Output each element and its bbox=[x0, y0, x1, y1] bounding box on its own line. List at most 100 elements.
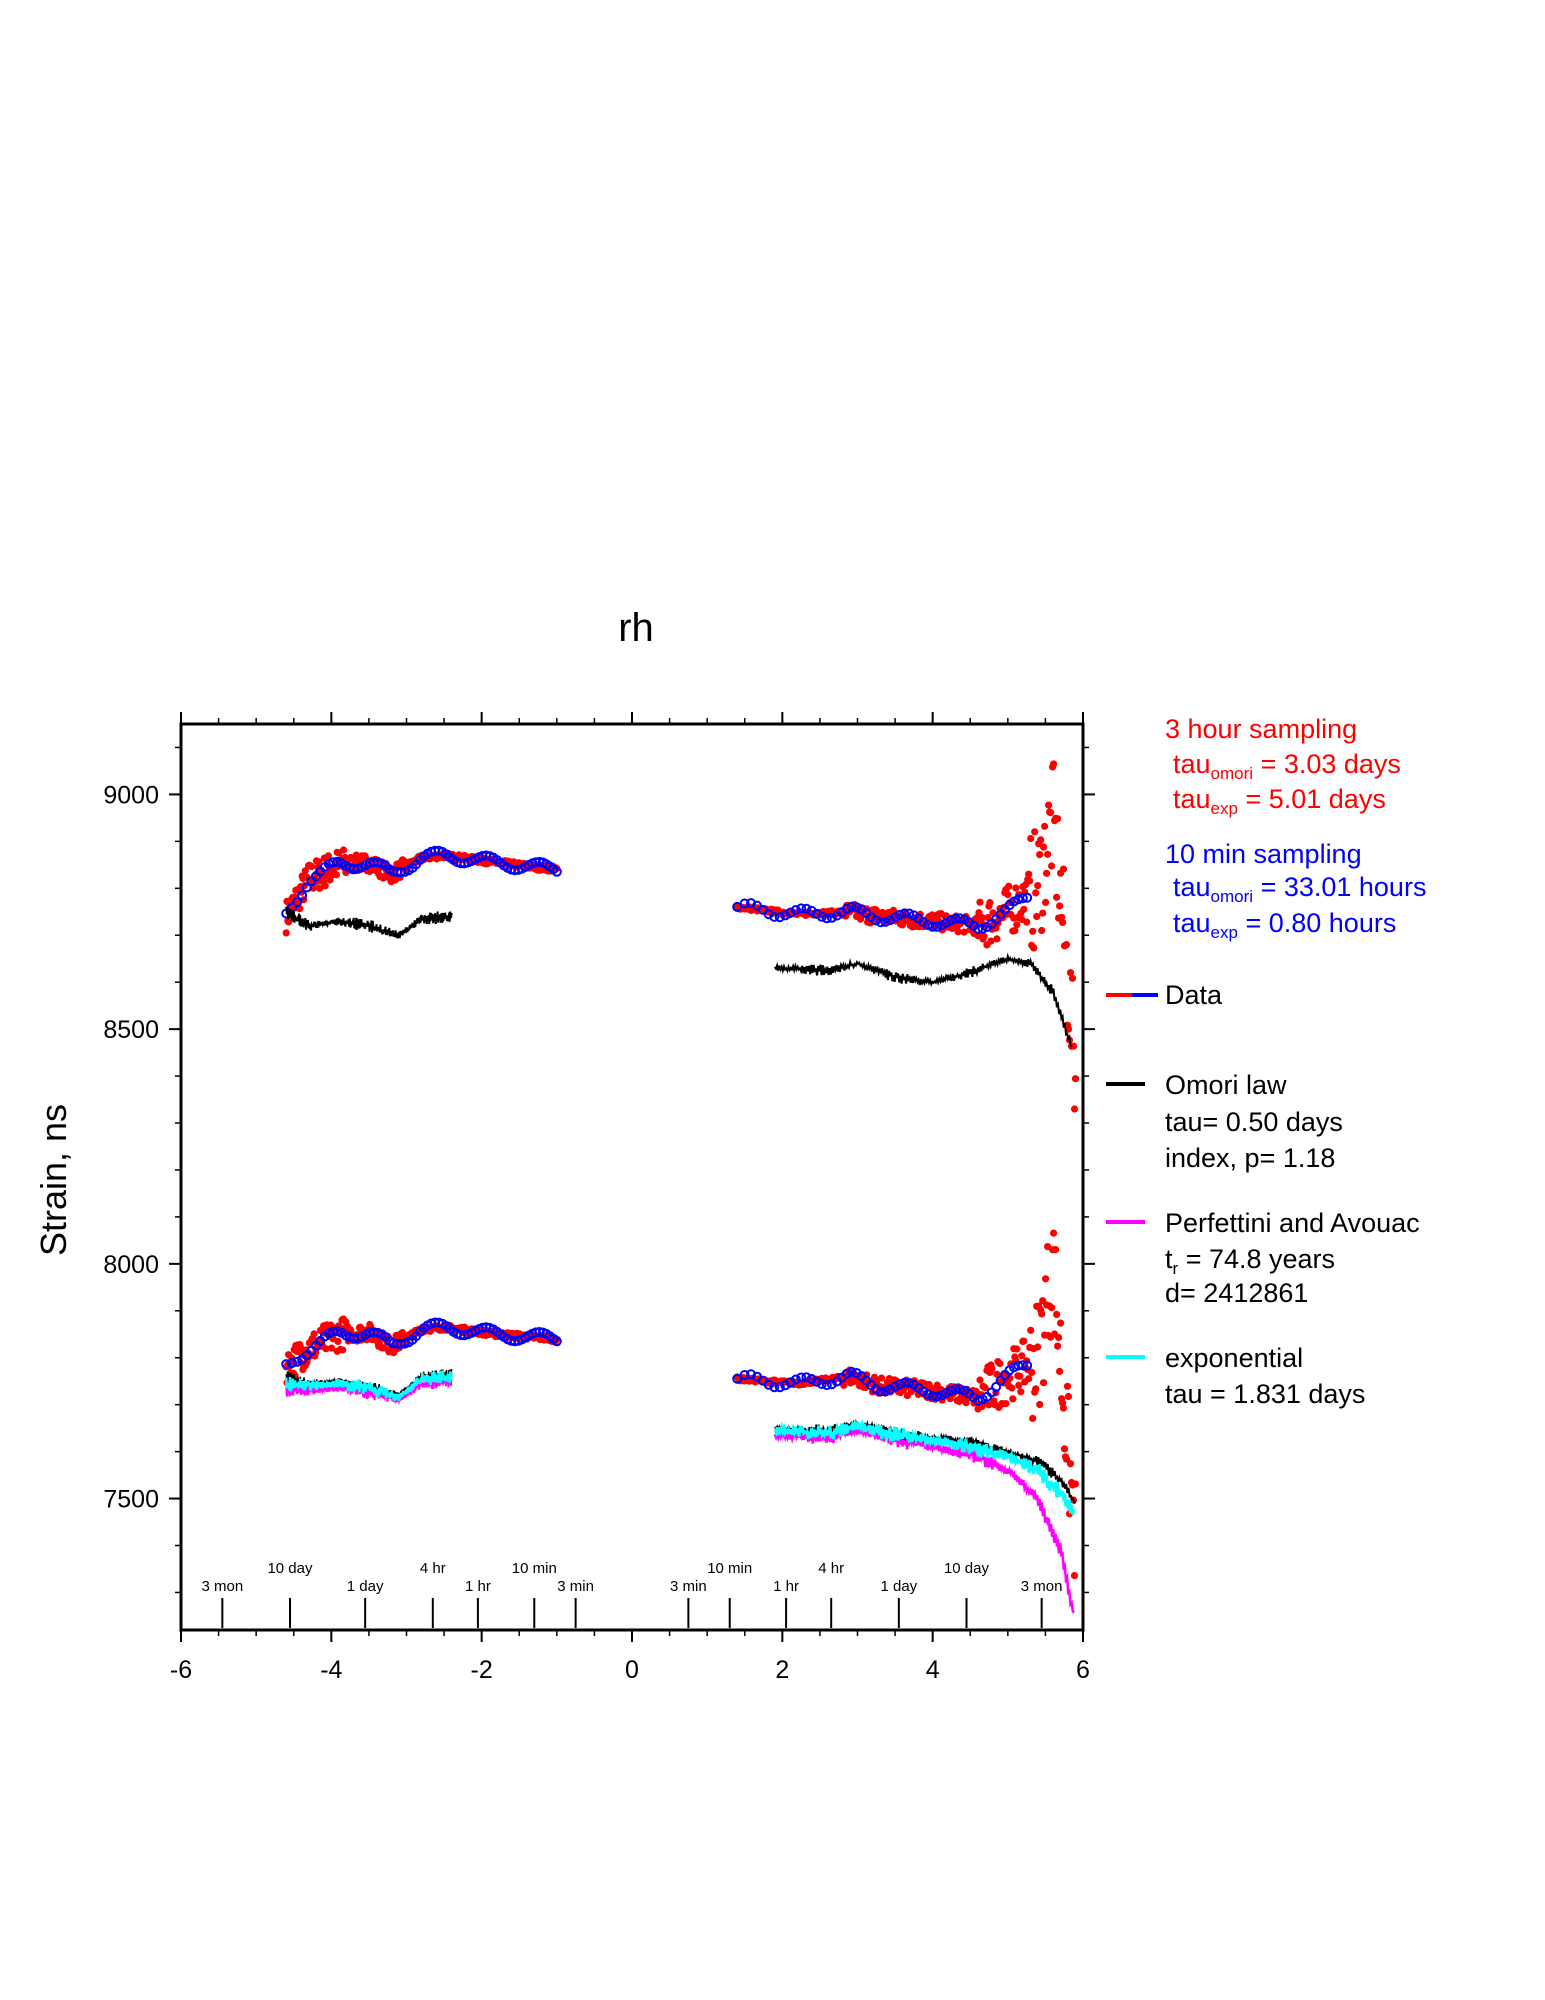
annotation-3hour: 3 hour sampling tauomori = 3.03 days tau… bbox=[1165, 714, 1401, 818]
data-point-red bbox=[889, 906, 898, 914]
data-point-red bbox=[352, 851, 360, 859]
data-point-red bbox=[988, 1365, 996, 1373]
data-point-red bbox=[1039, 909, 1047, 917]
data-point-red bbox=[1050, 1229, 1058, 1237]
x-tick-label: 4 bbox=[926, 1656, 940, 1684]
data-point-blue bbox=[932, 921, 942, 932]
data-point-blue bbox=[904, 1378, 915, 1388]
data-series-lower-right bbox=[732, 1229, 1080, 1580]
data-point-blue bbox=[297, 890, 308, 901]
data-point-red bbox=[1060, 1445, 1069, 1453]
data-point-red bbox=[993, 935, 1001, 943]
y-tick-label: 8500 bbox=[103, 1016, 159, 1044]
exponential-curve-lower-right bbox=[773, 1418, 1076, 1515]
data-point-red bbox=[1047, 809, 1055, 817]
data-point-red bbox=[1011, 927, 1019, 935]
data-point-blue bbox=[922, 920, 933, 930]
data-point-blue bbox=[904, 908, 915, 919]
data-point-red bbox=[285, 918, 293, 926]
data-point-blue bbox=[806, 1374, 817, 1384]
data-point-red bbox=[1013, 921, 1021, 929]
data-point-blue bbox=[973, 923, 984, 934]
time-scale-label: 4 hr bbox=[420, 1560, 446, 1577]
data-point-red bbox=[1053, 1310, 1061, 1318]
data-point-red bbox=[310, 1330, 318, 1338]
legend-omori-index: index, p= 1.18 bbox=[1165, 1143, 1335, 1173]
annotation-10min-tau-omori: tauomori = 33.01 hours bbox=[1173, 872, 1426, 906]
data-point-blue bbox=[945, 915, 956, 926]
data-point-blue bbox=[292, 1356, 303, 1367]
data-point-blue bbox=[551, 866, 562, 877]
data-point-red bbox=[1027, 1326, 1035, 1334]
y-tick-label: 9000 bbox=[103, 781, 159, 809]
data-point-red bbox=[1054, 815, 1062, 823]
data-point-blue bbox=[875, 1386, 886, 1397]
data-point-blue bbox=[927, 921, 938, 932]
x-tick-label: -4 bbox=[320, 1656, 342, 1684]
data-point-red bbox=[1018, 1352, 1026, 1360]
data-point-blue bbox=[1022, 1360, 1033, 1371]
data-point-blue bbox=[1013, 894, 1024, 905]
data-point-red bbox=[1036, 1400, 1044, 1409]
data-point-blue bbox=[894, 1379, 905, 1390]
data-point-blue bbox=[927, 1391, 938, 1402]
data-point-red bbox=[1053, 893, 1061, 901]
data-point-red bbox=[1023, 918, 1031, 926]
data-point-red bbox=[1054, 1342, 1062, 1350]
data-point-red bbox=[282, 929, 290, 937]
data-point-blue bbox=[763, 1379, 774, 1390]
data-point-red bbox=[1041, 822, 1049, 830]
data-point-red bbox=[324, 852, 332, 860]
data-point-red bbox=[986, 899, 994, 907]
data-point-blue bbox=[851, 902, 862, 913]
data-point-red bbox=[978, 914, 986, 922]
data-point-blue bbox=[732, 1373, 743, 1384]
data-point-blue bbox=[950, 1384, 961, 1395]
data-point-red bbox=[1027, 834, 1035, 843]
data-point-red bbox=[976, 898, 984, 906]
annotation-10min-heading: 10 min sampling bbox=[1165, 839, 1362, 869]
data-point-blue bbox=[790, 905, 801, 915]
data-point-blue bbox=[880, 1386, 891, 1397]
data-point-blue bbox=[785, 1377, 796, 1388]
data-point-red bbox=[1004, 891, 1012, 899]
data-point-blue bbox=[816, 1379, 827, 1389]
data-point-red bbox=[1033, 912, 1041, 921]
data-point-blue bbox=[774, 1382, 785, 1393]
data-point-red bbox=[1036, 851, 1044, 859]
time-scale-label: 10 min bbox=[512, 1560, 557, 1577]
data-point-red bbox=[315, 858, 323, 866]
legend-exponential-tau: tau = 1.831 days bbox=[1165, 1379, 1365, 1409]
data-point-blue bbox=[841, 903, 852, 914]
data-point-blue bbox=[816, 911, 827, 922]
data-point-red bbox=[1071, 1480, 1080, 1488]
legend-label-perfettini: Perfettini and Avouac bbox=[1165, 1208, 1420, 1238]
data-point-red bbox=[996, 1359, 1004, 1368]
data-point-blue bbox=[796, 1372, 807, 1383]
time-scale-label: 1 day bbox=[880, 1578, 917, 1595]
data-point-blue bbox=[739, 898, 750, 909]
data-point-red bbox=[1055, 1333, 1063, 1342]
data-point-red bbox=[1063, 1382, 1072, 1390]
y-tick-label: 7500 bbox=[103, 1486, 159, 1514]
data-point-blue bbox=[287, 1358, 298, 1368]
data-point-blue bbox=[922, 1389, 933, 1400]
x-tick-label: 2 bbox=[775, 1656, 789, 1684]
data-point-red bbox=[1066, 969, 1075, 977]
data-point-blue bbox=[301, 882, 312, 893]
data-point-red bbox=[976, 1376, 984, 1384]
data-point-red bbox=[1057, 1319, 1065, 1327]
data-point-red bbox=[1071, 1075, 1080, 1083]
data-point-red bbox=[980, 932, 988, 940]
data-point-red bbox=[1056, 1367, 1064, 1375]
legend-label-data: Data bbox=[1165, 980, 1223, 1010]
data-point-red bbox=[1050, 760, 1058, 768]
data-point-red bbox=[1042, 1275, 1050, 1283]
data-point-red bbox=[840, 1381, 848, 1389]
x-tick-label: -2 bbox=[471, 1656, 493, 1684]
time-scale-label: 10 day bbox=[944, 1560, 990, 1577]
legend-label-exponential: exponential bbox=[1165, 1343, 1303, 1373]
time-scale-label: 1 hr bbox=[465, 1578, 491, 1595]
data-point-blue bbox=[769, 911, 780, 922]
